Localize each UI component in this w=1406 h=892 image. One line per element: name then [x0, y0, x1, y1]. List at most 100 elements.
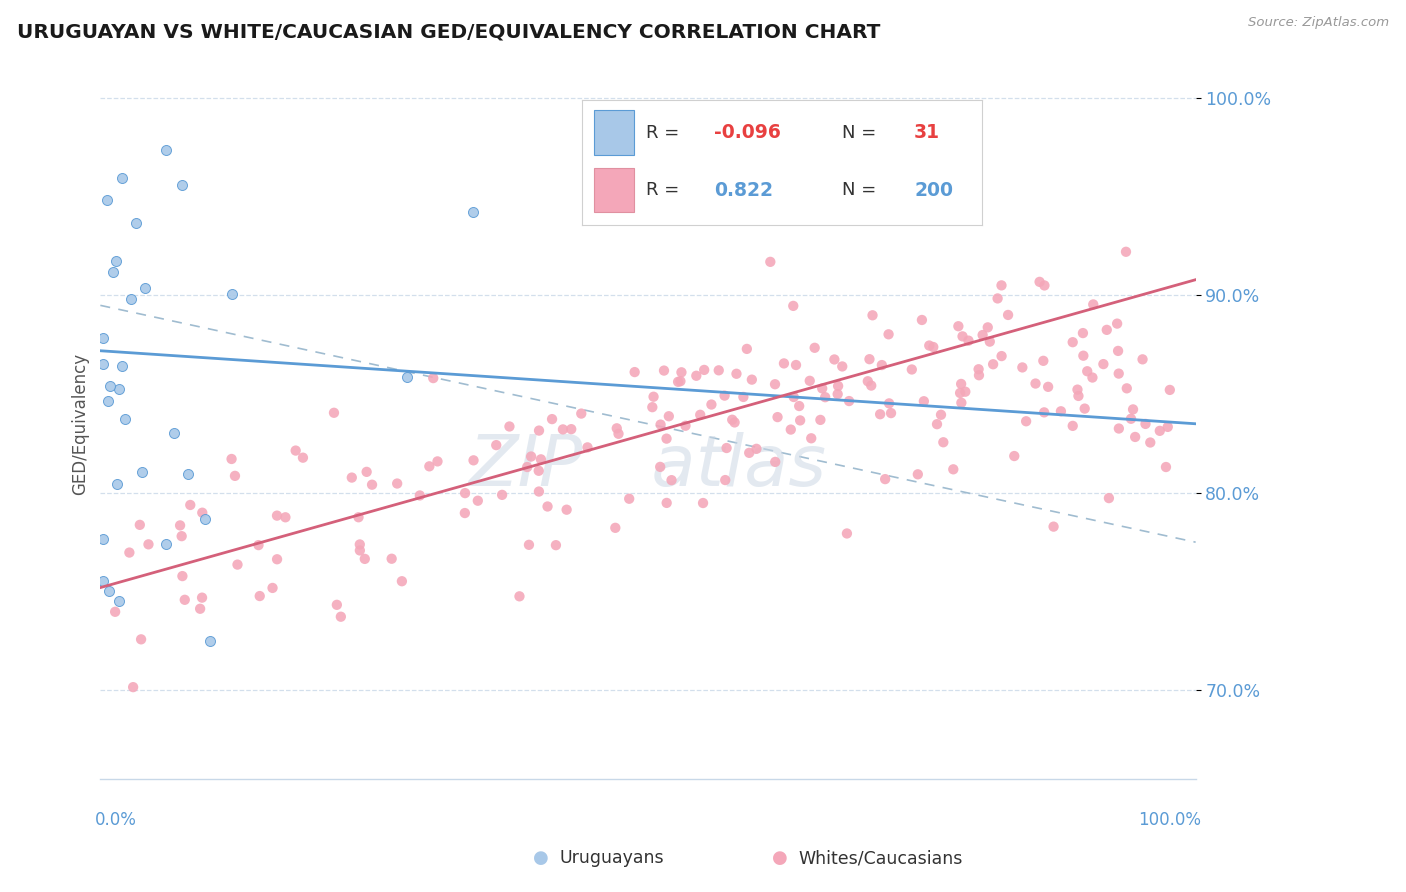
Point — [1083, 297, 1105, 311]
Point — [1076, 364, 1098, 378]
Point — [669, 374, 692, 388]
Point — [972, 328, 994, 343]
Point — [922, 340, 945, 354]
Point — [838, 394, 860, 409]
Text: URUGUAYAN VS WHITE/CAUCASIAN GED/EQUIVALENCY CORRELATION CHART: URUGUAYAN VS WHITE/CAUCASIAN GED/EQUIVAL… — [17, 22, 880, 41]
Point — [1062, 335, 1084, 350]
Point — [576, 441, 599, 455]
Point — [454, 506, 477, 520]
Point — [1050, 404, 1073, 418]
Point — [1107, 317, 1129, 331]
Point — [666, 375, 689, 389]
Point — [949, 386, 972, 401]
Point — [789, 413, 811, 427]
Point — [814, 390, 837, 404]
Text: Source: ZipAtlas.com: Source: ZipAtlas.com — [1249, 16, 1389, 29]
Point — [725, 367, 748, 381]
Point — [787, 399, 810, 413]
Point — [1095, 323, 1118, 337]
Point — [650, 417, 672, 432]
Point — [997, 308, 1019, 322]
Point — [643, 390, 665, 404]
Point — [530, 452, 553, 467]
Point — [1123, 430, 1146, 444]
Point — [97, 583, 120, 598]
Point — [979, 334, 1001, 349]
Point — [800, 431, 823, 445]
Point — [347, 510, 370, 524]
Point — [491, 488, 513, 502]
Point — [1119, 411, 1142, 425]
Point — [108, 383, 131, 397]
Point — [808, 413, 831, 427]
Point — [607, 426, 630, 441]
Point — [1071, 326, 1094, 340]
Point — [155, 143, 177, 157]
Point — [918, 338, 941, 352]
Point — [977, 320, 1000, 334]
Point — [329, 609, 352, 624]
Point — [463, 453, 485, 467]
Point — [541, 412, 564, 426]
Point — [1032, 354, 1054, 368]
Point — [1157, 420, 1180, 434]
Point — [606, 421, 628, 435]
Point — [773, 356, 796, 370]
Point — [1132, 352, 1154, 367]
Point — [103, 264, 125, 278]
Point — [907, 467, 929, 482]
Point — [461, 822, 484, 836]
Point — [527, 424, 550, 438]
Text: Uruguayans: Uruguayans — [560, 849, 664, 867]
Point — [105, 476, 128, 491]
Point — [1073, 349, 1095, 363]
Point — [1159, 383, 1181, 397]
Point — [723, 416, 745, 430]
Point — [134, 281, 156, 295]
Point — [1062, 418, 1084, 433]
Point — [779, 423, 801, 437]
Point — [569, 407, 592, 421]
Point — [155, 537, 177, 551]
Point — [349, 537, 371, 551]
Point — [1011, 360, 1033, 375]
Point — [641, 400, 664, 414]
Point — [932, 435, 955, 450]
Point — [1098, 491, 1121, 505]
Point — [1122, 402, 1144, 417]
Point — [950, 396, 973, 410]
Point — [745, 442, 768, 456]
Point — [929, 408, 952, 422]
Point — [221, 452, 243, 467]
Point — [803, 341, 825, 355]
Point — [326, 598, 349, 612]
Point — [91, 532, 114, 546]
Point — [1115, 381, 1137, 395]
Point — [266, 508, 288, 523]
Point — [226, 558, 249, 572]
Point — [860, 378, 883, 392]
Point — [714, 473, 737, 487]
Point — [1154, 460, 1177, 475]
Point — [987, 292, 1010, 306]
Point — [177, 467, 200, 481]
Point — [356, 465, 378, 479]
Point — [1073, 401, 1095, 416]
Point — [685, 368, 707, 383]
Point — [783, 390, 806, 404]
Point — [173, 592, 195, 607]
Point — [1002, 449, 1025, 463]
Point — [340, 470, 363, 484]
Point — [827, 379, 849, 393]
Point — [91, 357, 114, 371]
Point — [520, 450, 543, 464]
Point — [835, 526, 858, 541]
Point — [284, 443, 307, 458]
Point — [124, 216, 146, 230]
Point — [735, 342, 758, 356]
Point — [128, 517, 150, 532]
Point — [291, 450, 314, 465]
Point — [689, 408, 711, 422]
Point — [221, 287, 243, 301]
Point — [823, 352, 845, 367]
